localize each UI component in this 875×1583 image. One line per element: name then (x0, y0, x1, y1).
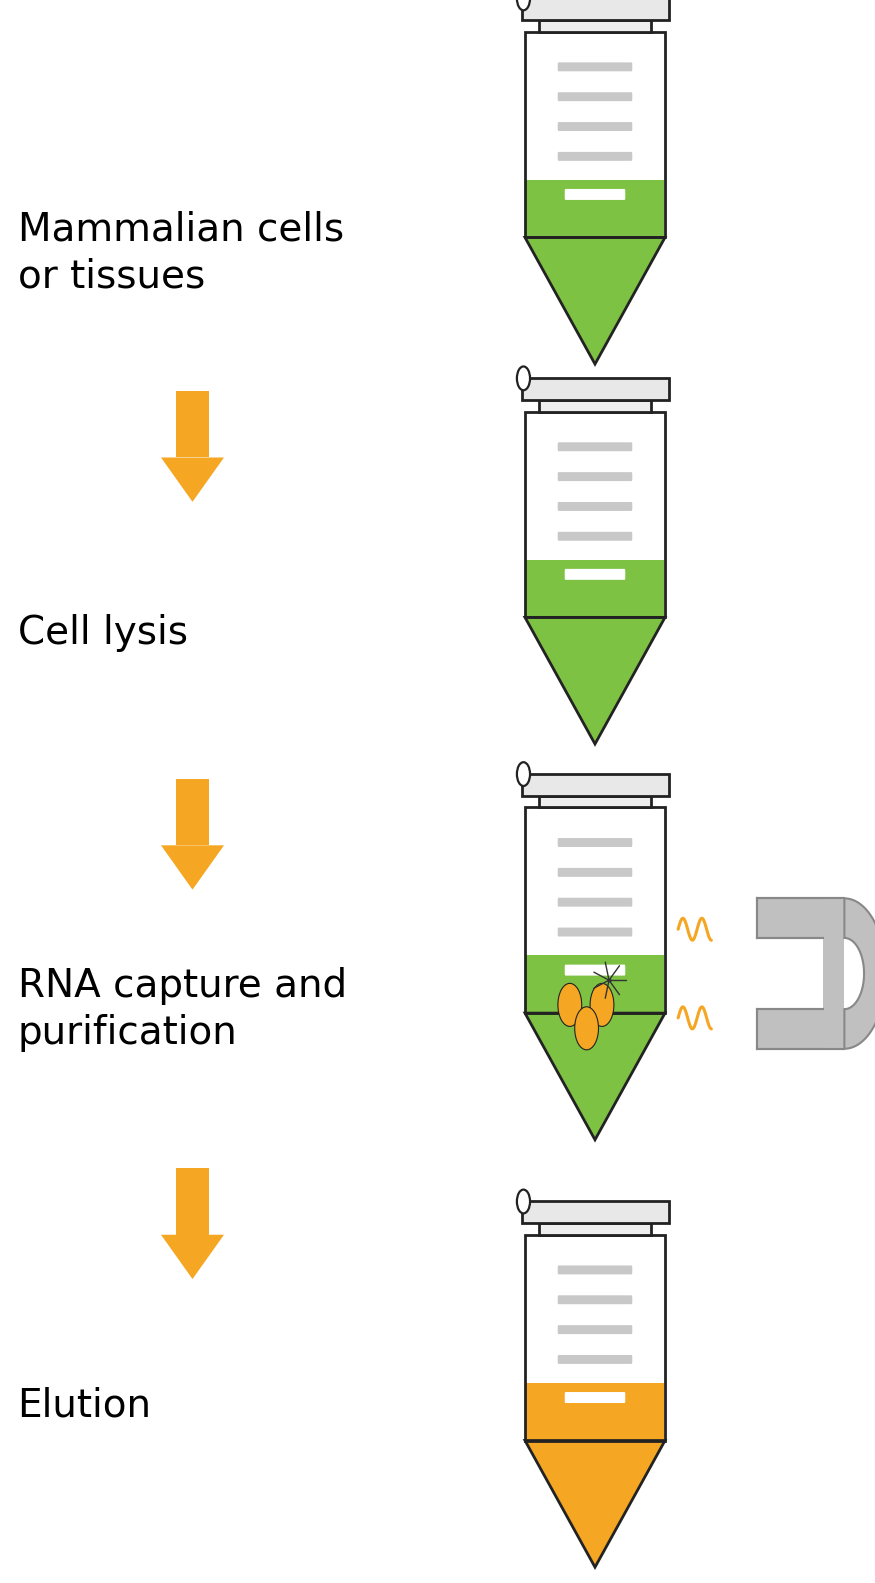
Text: Cell lysis: Cell lysis (18, 614, 187, 652)
FancyBboxPatch shape (557, 928, 633, 937)
Polygon shape (525, 1235, 665, 1441)
Polygon shape (539, 1224, 651, 1235)
Polygon shape (844, 899, 875, 1048)
FancyBboxPatch shape (557, 1295, 633, 1304)
Polygon shape (161, 845, 224, 890)
Polygon shape (522, 1201, 668, 1224)
Circle shape (517, 1189, 530, 1214)
Circle shape (590, 983, 614, 1026)
Polygon shape (539, 400, 651, 412)
Polygon shape (525, 617, 665, 744)
Text: RNA capture and
purification: RNA capture and purification (18, 967, 346, 1053)
Text: Mammalian cells
or tissues: Mammalian cells or tissues (18, 211, 344, 296)
Polygon shape (757, 1010, 844, 1048)
Polygon shape (522, 0, 668, 21)
FancyBboxPatch shape (557, 122, 633, 131)
Polygon shape (525, 412, 665, 617)
Polygon shape (522, 774, 668, 796)
Circle shape (517, 761, 530, 787)
Polygon shape (176, 391, 209, 457)
Polygon shape (822, 899, 844, 1048)
FancyBboxPatch shape (564, 568, 626, 579)
FancyBboxPatch shape (564, 1391, 626, 1403)
FancyBboxPatch shape (557, 442, 633, 451)
Polygon shape (176, 779, 209, 845)
Polygon shape (526, 1013, 664, 1138)
Polygon shape (525, 1013, 665, 1140)
FancyBboxPatch shape (557, 867, 633, 877)
Polygon shape (525, 1441, 665, 1567)
Polygon shape (526, 956, 664, 1013)
Polygon shape (526, 180, 664, 237)
Circle shape (517, 366, 530, 391)
FancyBboxPatch shape (557, 898, 633, 907)
Polygon shape (525, 807, 665, 1013)
Circle shape (575, 1007, 598, 1050)
Polygon shape (525, 32, 665, 237)
Polygon shape (176, 1168, 209, 1235)
FancyBboxPatch shape (564, 964, 626, 975)
FancyBboxPatch shape (557, 502, 633, 511)
FancyBboxPatch shape (557, 472, 633, 481)
Polygon shape (539, 796, 651, 807)
Text: Elution: Elution (18, 1387, 151, 1425)
Polygon shape (161, 1235, 224, 1279)
FancyBboxPatch shape (557, 1355, 633, 1365)
Circle shape (517, 0, 530, 11)
FancyBboxPatch shape (557, 62, 633, 71)
FancyBboxPatch shape (557, 1325, 633, 1334)
Polygon shape (525, 237, 665, 364)
FancyBboxPatch shape (557, 532, 633, 541)
FancyBboxPatch shape (564, 188, 626, 199)
FancyBboxPatch shape (557, 92, 633, 101)
Polygon shape (161, 457, 224, 502)
Polygon shape (539, 21, 651, 32)
Circle shape (558, 983, 582, 1026)
Polygon shape (526, 1384, 664, 1441)
Polygon shape (526, 1441, 664, 1566)
Polygon shape (526, 560, 664, 617)
FancyBboxPatch shape (557, 837, 633, 847)
Polygon shape (757, 899, 844, 937)
FancyBboxPatch shape (557, 152, 633, 161)
Polygon shape (522, 378, 668, 400)
Polygon shape (526, 237, 664, 363)
Polygon shape (526, 617, 664, 742)
FancyBboxPatch shape (557, 1265, 633, 1274)
